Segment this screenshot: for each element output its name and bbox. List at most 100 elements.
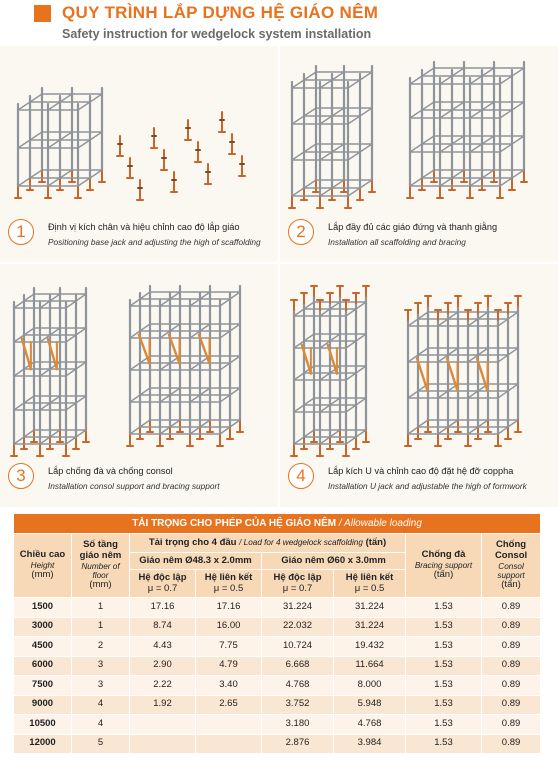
cell-a-independent: 8.74 [129,616,196,637]
table-row: 10500 4 3.180 4.768 1.53 0.89 [13,714,542,735]
header-height: Chiều cao Height (mm) [13,533,72,598]
cell-height: 12000 [13,733,72,754]
step-number-3: 3 [8,463,34,489]
cell-a-independent [129,733,196,754]
step-caption-1: 1 Định vị kích chân và hiệu chỉnh cao độ… [0,216,278,262]
table-caption-en: / Allowable loading [338,517,422,529]
header-floors: Số tầng giáo nêm Number of floor (mm) [71,533,130,598]
scaffold-base-jacks-illustration [14,86,246,201]
cell-height: 9000 [13,694,72,715]
header-load-unit: (tấn) [365,536,387,548]
table-header-row-3: Hệ độc lập μ = 0.7 Hệ liên kết μ = 0.5 H… [14,569,541,598]
table-row: 1500 1 17.16 17.16 31.224 31.224 1.53 0.89 [13,597,542,618]
cell-floors: 1 [71,616,130,637]
step-text-en-2: Installation all scaffolding and bracing [328,237,466,247]
cell-b-independent: 2.876 [261,733,334,754]
cell-b-independent: 10.724 [261,636,334,657]
cell-consol: 0.89 [480,597,542,618]
cell-bracing: 1.53 [405,675,482,696]
header-consol-en: Consol support [497,561,525,580]
step-caption-2: 2 Lắp đầy đủ các giáo đứng và thanh giằn… [280,216,558,262]
cell-a-linked: 3.40 [195,675,262,696]
step-text-en-3: Installation consol support and bracing … [48,481,220,491]
table-row: 6000 3 2.90 4.79 6.668 11.664 1.53 0.89 [13,655,542,676]
step-text-vi-3: Lắp chống đà và chống consol [48,466,173,476]
header-floors-vi: Số tầng giáo nêm [79,538,122,561]
cell-a-linked: 7.75 [195,636,262,657]
cell-floors: 1 [71,597,130,618]
cell-b-linked: 31.224 [333,597,406,618]
cell-a-independent [129,714,196,735]
scaffold-bracing-illustration [288,60,528,209]
cell-a-linked: 17.16 [195,597,262,618]
cell-b-independent: 3.180 [261,714,334,735]
table-row: 7500 3 2.22 3.40 4.768 8.000 1.53 0.89 [13,675,542,696]
cell-floors: 3 [71,655,130,676]
table-caption-row: TẢI TRỌNG CHO PHÉP CỦA HỆ GIÁO NÊM / All… [12,513,542,534]
cell-consol: 0.89 [480,733,542,754]
table-caption-vi: TẢI TRỌNG CHO PHÉP CỦA HỆ GIÁO NÊM [132,517,337,529]
cell-consol: 0.89 [480,636,542,657]
cell-bracing: 1.53 [405,655,482,676]
page-subtitle: Safety instruction for wedgelock system … [62,27,372,41]
step-panel-4: 4 Lắp kích U và chỉnh cao độ đặt hệ đỡ c… [280,264,558,507]
cell-height: 1500 [13,597,72,618]
steps-grid: 1 Định vị kích chân và hiệu chỉnh cao độ… [0,46,558,507]
cell-consol: 0.89 [480,694,542,715]
cell-a-independent: 2.22 [129,675,196,696]
cell-a-linked: 2.65 [195,694,262,715]
header-bracing-en: Bracing support [414,560,473,570]
header-group-b: Giáo nêm Ø60 x 3.0mm [261,552,406,570]
step-number-2: 2 [288,219,314,245]
cell-b-linked: 4.768 [333,714,406,735]
header-b-independent: Hệ độc lập μ = 0.7 [261,569,334,598]
cell-a-linked [195,714,262,735]
step-number-4: 4 [288,463,314,489]
step-text-vi-2: Lắp đầy đủ các giáo đứng và thanh giằng [328,222,498,232]
cell-consol: 0.89 [480,616,542,637]
cell-bracing: 1.53 [405,714,482,735]
cell-a-linked: 16.00 [195,616,262,637]
header-floors-en: Number of floor [81,561,120,580]
header-bracing: Chống đà Bracing support (tấn) [405,533,482,598]
header-consol-unit: (tấn) [501,579,521,591]
header-consol: Chống Consol Consol support (tấn) [480,533,542,598]
header-group-a: Giáo nêm Ø48.3 x 2.0mm [129,552,262,570]
table-row: 3000 1 8.74 16.00 22.032 31.224 1.53 0.89 [13,616,542,637]
cell-bracing: 1.53 [405,694,482,715]
step-panel-3: 3 Lắp chống đà và chống consol Installat… [0,264,278,507]
step-text-en-4: Installation U jack and adjustable the h… [328,481,527,491]
cell-floors: 2 [71,636,130,657]
cell-height: 10500 [13,714,72,735]
cell-a-independent: 1.92 [129,694,196,715]
cell-bracing: 1.53 [405,616,482,637]
page-title: QUY TRÌNH LẮP DỰNG HỆ GIÁO NÊM [62,3,379,22]
header-b-independent-mu: μ = 0.7 [282,582,313,594]
cell-b-linked: 8.000 [333,675,406,696]
cell-floors: 4 [71,714,130,735]
cell-height: 3000 [13,616,72,637]
step-panel-1: 1 Định vị kích chân và hiệu chỉnh cao độ… [0,46,278,262]
step-text-vi-1: Định vị kích chân và hiệu chỉnh cao độ l… [48,222,240,232]
table-row: 9000 4 1.92 2.65 3.752 5.948 1.53 0.89 [13,694,542,715]
table-row: 12000 5 2.876 3.984 1.53 0.89 [13,733,542,754]
cell-bracing: 1.53 [405,597,482,618]
header-a-independent: Hệ độc lập μ = 0.7 [129,569,196,598]
cell-height: 7500 [13,675,72,696]
step-caption-4: 4 Lắp kích U và chỉnh cao độ đặt hệ đỡ c… [280,460,558,507]
header-b-linked: Hệ liên kết μ = 0.5 [333,569,406,598]
cell-floors: 3 [71,675,130,696]
scaffold-consol-illustration [10,284,244,457]
cell-floors: 4 [71,694,130,715]
cell-bracing: 1.53 [405,733,482,754]
header-a-independent-mu: μ = 0.7 [147,582,178,594]
cell-b-linked: 11.664 [333,655,406,676]
header-load: Tải trọng cho 4 đầu / Load for 4 wedgelo… [129,533,406,553]
cell-b-linked: 19.432 [333,636,406,657]
cell-b-linked: 5.948 [333,694,406,715]
header-load-vi: Tải trọng cho 4 đầu [148,536,237,548]
cell-b-independent: 22.032 [261,616,334,637]
cell-b-independent: 4.768 [261,675,334,696]
header-a-linked: Hệ liên kết μ = 0.5 [195,569,262,598]
header-accent-bar [34,5,51,22]
